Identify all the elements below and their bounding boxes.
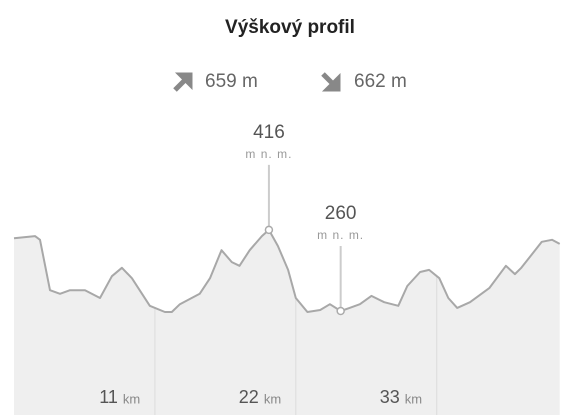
x-tick-label: 11 bbox=[99, 387, 118, 407]
x-tick-label: 22 bbox=[239, 387, 259, 407]
annotation-unit: m n. m. bbox=[245, 147, 292, 161]
annotation-value: 416 bbox=[253, 122, 285, 143]
descent-icon bbox=[321, 72, 341, 92]
elevation-line bbox=[13, 228, 561, 313]
annotation-point bbox=[264, 225, 274, 235]
x-tick-unit: km bbox=[123, 391, 140, 406]
title: Výškový profil bbox=[225, 17, 355, 38]
ascent-icon bbox=[173, 72, 193, 92]
x-tick-unit: km bbox=[264, 391, 281, 406]
annotation-value: 260 bbox=[325, 203, 357, 224]
annotation-point bbox=[336, 306, 345, 316]
annotation-unit: m n. m. bbox=[317, 228, 364, 242]
area-fill bbox=[14, 229, 560, 415]
ascent: 659 m bbox=[205, 71, 258, 92]
descent-value: 662 bbox=[354, 71, 386, 92]
x-tick-label: 33 bbox=[380, 387, 400, 407]
descent: 662 m bbox=[354, 71, 407, 92]
ascent-value: 659 bbox=[205, 71, 237, 92]
descent-unit: m bbox=[391, 71, 407, 92]
ascent-unit: m bbox=[242, 71, 258, 92]
x-tick-unit: km bbox=[405, 391, 422, 406]
